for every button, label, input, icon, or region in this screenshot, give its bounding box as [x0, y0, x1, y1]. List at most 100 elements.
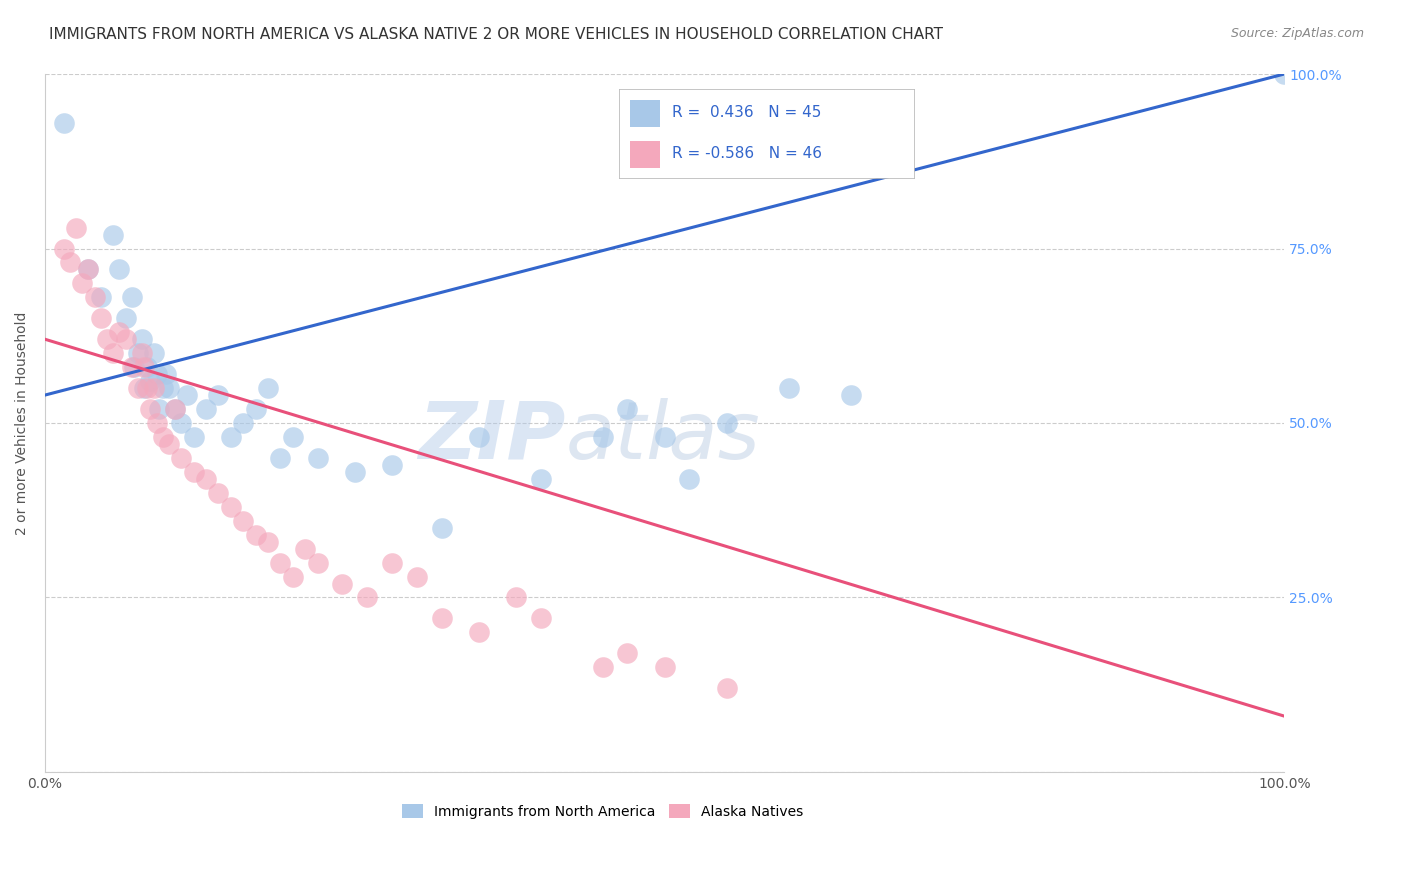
Point	[139, 402, 162, 417]
Point	[108, 325, 131, 339]
Y-axis label: 2 or more Vehicles in Household: 2 or more Vehicles in Household	[15, 311, 30, 534]
Point	[152, 430, 174, 444]
Point	[108, 262, 131, 277]
Point	[165, 402, 187, 417]
Point	[83, 290, 105, 304]
Point	[592, 660, 614, 674]
Point	[530, 472, 553, 486]
Point	[148, 402, 170, 417]
Text: atlas: atlas	[565, 398, 761, 476]
Point	[65, 220, 87, 235]
Point	[143, 381, 166, 395]
Point	[90, 290, 112, 304]
Point	[530, 611, 553, 625]
Point	[430, 611, 453, 625]
Legend: Immigrants from North America, Alaska Natives: Immigrants from North America, Alaska Na…	[396, 798, 808, 824]
Point	[219, 500, 242, 514]
Point	[678, 472, 700, 486]
Point	[654, 430, 676, 444]
Point	[219, 430, 242, 444]
Point	[1272, 67, 1295, 81]
Point	[307, 450, 329, 465]
Point	[70, 277, 93, 291]
Point	[145, 367, 167, 381]
Point	[101, 227, 124, 242]
Point	[139, 374, 162, 388]
Point	[616, 646, 638, 660]
Point	[207, 388, 229, 402]
Point	[135, 381, 157, 395]
Point	[152, 381, 174, 395]
Point	[77, 262, 100, 277]
Point	[135, 360, 157, 375]
Point	[232, 416, 254, 430]
Point	[467, 625, 489, 640]
Point	[281, 569, 304, 583]
Point	[592, 430, 614, 444]
Point	[59, 255, 82, 269]
Bar	[630, 100, 659, 127]
Point	[307, 556, 329, 570]
Point	[77, 262, 100, 277]
Point	[778, 381, 800, 395]
Text: R =  0.436   N = 45: R = 0.436 N = 45	[672, 105, 821, 120]
Text: ZIP: ZIP	[418, 398, 565, 476]
Point	[127, 346, 149, 360]
Point	[505, 591, 527, 605]
Point	[90, 311, 112, 326]
Point	[114, 332, 136, 346]
Text: Source: ZipAtlas.com: Source: ZipAtlas.com	[1230, 27, 1364, 40]
Point	[381, 458, 404, 472]
Point	[145, 416, 167, 430]
Point	[127, 381, 149, 395]
Point	[101, 346, 124, 360]
Point	[654, 660, 676, 674]
Point	[257, 534, 280, 549]
Point	[195, 402, 218, 417]
Point	[143, 346, 166, 360]
Point	[96, 332, 118, 346]
Point	[131, 332, 153, 346]
Point	[52, 242, 75, 256]
Bar	[630, 141, 659, 168]
Point	[165, 402, 187, 417]
Point	[245, 402, 267, 417]
Point	[294, 541, 316, 556]
Text: IMMIGRANTS FROM NORTH AMERICA VS ALASKA NATIVE 2 OR MORE VEHICLES IN HOUSEHOLD C: IMMIGRANTS FROM NORTH AMERICA VS ALASKA …	[49, 27, 943, 42]
Point	[716, 416, 738, 430]
Point	[839, 388, 862, 402]
Point	[381, 556, 404, 570]
Text: R = -0.586   N = 46: R = -0.586 N = 46	[672, 146, 821, 161]
Point	[356, 591, 378, 605]
Point	[195, 472, 218, 486]
Point	[183, 465, 205, 479]
Point	[232, 514, 254, 528]
Point	[157, 381, 180, 395]
Point	[155, 367, 177, 381]
Point	[716, 681, 738, 696]
Point	[405, 569, 427, 583]
Point	[430, 521, 453, 535]
Point	[134, 360, 156, 375]
Point	[170, 450, 193, 465]
Point	[114, 311, 136, 326]
Point	[52, 116, 75, 130]
Point	[176, 388, 198, 402]
Point	[269, 450, 291, 465]
Point	[257, 381, 280, 395]
Point	[281, 430, 304, 444]
Point	[332, 576, 354, 591]
Point	[467, 430, 489, 444]
Point	[183, 430, 205, 444]
Point	[207, 485, 229, 500]
Point	[121, 360, 143, 375]
Point	[343, 465, 366, 479]
Point	[269, 556, 291, 570]
Point	[616, 402, 638, 417]
Point	[157, 437, 180, 451]
Point	[245, 527, 267, 541]
Point	[122, 360, 145, 375]
Point	[121, 290, 143, 304]
Point	[131, 346, 153, 360]
Point	[134, 381, 156, 395]
